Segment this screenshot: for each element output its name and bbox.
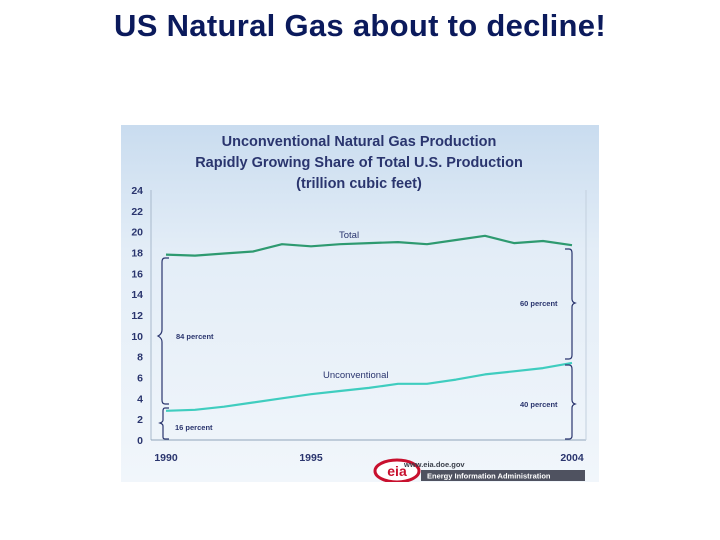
y-tick-label: 10 [131, 331, 143, 343]
x-tick-labels: 1990 1995 2004 [154, 452, 584, 464]
y-tick-label: 20 [131, 227, 143, 239]
chart-title-line-1: Unconventional Natural Gas Production [222, 134, 497, 150]
annotation-84-percent: 84 percent [176, 332, 214, 341]
y-tick-label: 24 [131, 185, 143, 197]
source-url: www.eia.doe.gov [403, 460, 465, 469]
series-label-unconventional: Unconventional [323, 370, 389, 381]
chart-title-line-2: Rapidly Growing Share of Total U.S. Prod… [195, 155, 523, 171]
brace-84-percent [156, 257, 169, 405]
series-line-total [165, 234, 573, 257]
brace-16-percent [158, 407, 169, 440]
y-tick-label: 12 [131, 310, 143, 322]
y-tick-label: 22 [131, 206, 143, 218]
brace-60-percent [565, 248, 577, 360]
series-lines [165, 234, 573, 412]
y-tick-label: 16 [131, 268, 143, 280]
x-tick-label: 1995 [299, 452, 323, 464]
annotation-60-percent: 60 percent [520, 299, 558, 308]
y-tick-label: 6 [137, 373, 143, 385]
chart-figure: Unconventional Natural Gas Production Ra… [121, 125, 599, 482]
y-tick-label: 2 [137, 414, 143, 426]
chart-svg: Unconventional Natural Gas Production Ra… [121, 125, 599, 482]
x-tick-label: 1990 [154, 452, 178, 464]
series-line-unconventional [165, 361, 573, 412]
slide-title: US Natural Gas about to decline! [114, 8, 606, 43]
y-tick-label: 18 [131, 248, 143, 260]
chart-background [121, 125, 599, 482]
chart-title-line-3: (trillion cubic feet) [296, 176, 422, 192]
agency-bar [421, 470, 585, 481]
series-label-total: Total [339, 230, 359, 241]
source-logo: eia www.eia.doe.gov Energy Information A… [373, 458, 585, 482]
y-tick-label: 0 [137, 435, 143, 447]
y-tick-label: 14 [131, 289, 143, 301]
brace-40-percent [565, 364, 577, 440]
eia-logo-letters: eia [387, 463, 407, 479]
eia-logo-mark [373, 458, 421, 482]
agency-name: Energy Information Administration [427, 472, 551, 481]
y-tick-label: 4 [137, 393, 143, 405]
x-tick-label: 2004 [560, 452, 584, 464]
annotation-16-percent: 16 percent [175, 423, 213, 432]
y-tick-label: 8 [137, 352, 143, 364]
annotation-40-percent: 40 percent [520, 400, 558, 409]
